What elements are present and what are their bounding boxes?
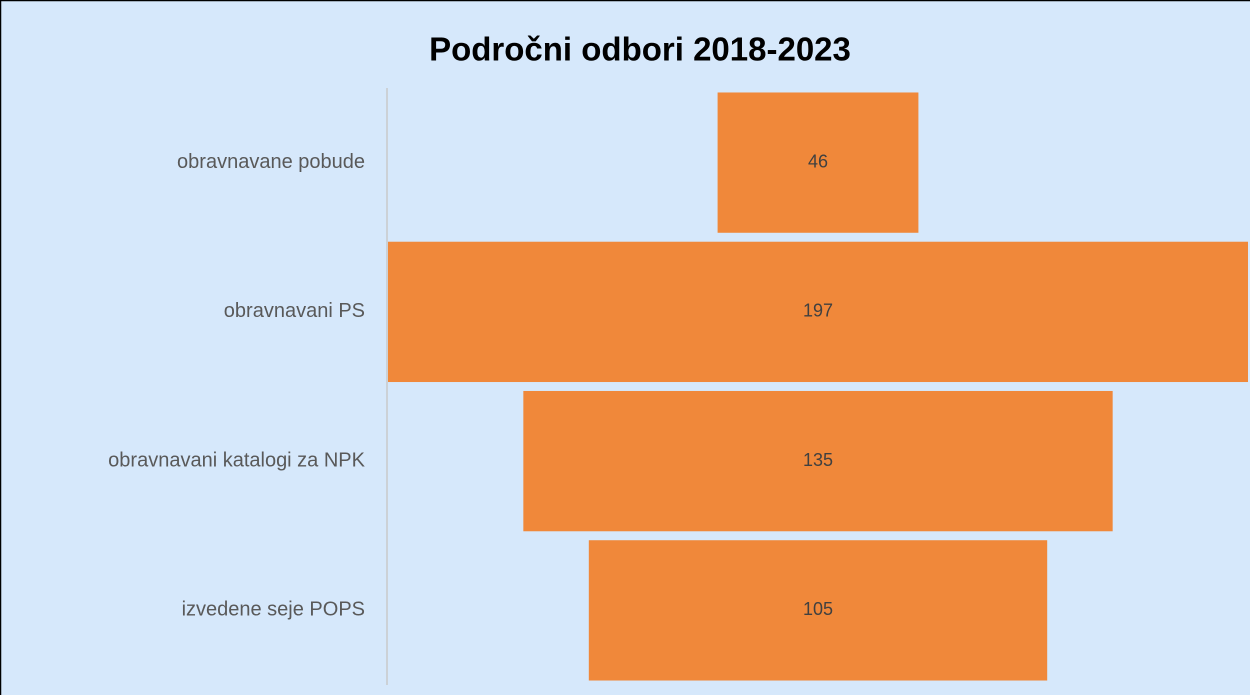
category-label: obravnavani PS <box>224 300 365 322</box>
chart-title: Področni odbori 2018-2023 <box>429 31 851 68</box>
funnel-bar <box>388 241 1248 383</box>
category-label: izvedene seje POPS <box>182 599 365 621</box>
funnel-bar <box>717 92 919 233</box>
data-label: 197 <box>803 301 833 321</box>
funnel-bar <box>588 540 1048 681</box>
data-label: 46 <box>808 151 828 171</box>
category-label: obravnavane pobude <box>177 151 365 173</box>
data-label: 135 <box>803 450 833 470</box>
funnel-bar <box>523 390 1113 532</box>
category-label: obravnavani katalogi za NPK <box>108 449 365 471</box>
data-label: 105 <box>803 599 833 619</box>
